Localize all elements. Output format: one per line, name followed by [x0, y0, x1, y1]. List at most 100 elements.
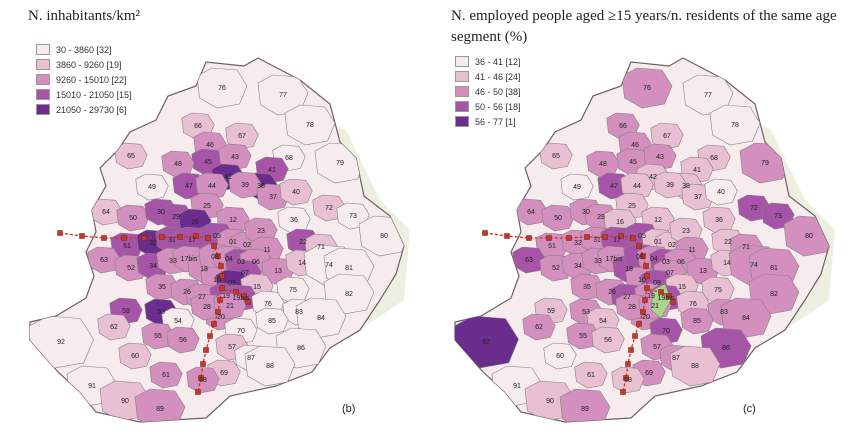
legend-swatch: [36, 44, 50, 55]
zone-label: 23: [682, 228, 690, 235]
zone-85: [680, 307, 714, 335]
zone-label: 67: [238, 133, 246, 140]
zone-label: 26: [183, 289, 191, 296]
metro-stop: [159, 234, 165, 240]
zone-65: [539, 142, 573, 170]
zone-label: 59: [547, 308, 555, 315]
zone-label: 82: [770, 291, 778, 298]
zone-label: 90: [546, 398, 554, 405]
zone-67: [650, 122, 684, 150]
zone-label: 63: [525, 257, 533, 264]
zone-label: 19: [222, 293, 230, 300]
zone-label: 34: [574, 263, 582, 270]
zone-89: [134, 388, 186, 422]
metro-stop: [241, 293, 247, 299]
zone-label: 11: [263, 247, 270, 254]
zone-label: 83: [295, 309, 303, 316]
metro-stop: [666, 293, 672, 299]
zone-label: 60: [556, 353, 564, 360]
metro-stop: [245, 299, 251, 305]
zone-76: [621, 67, 673, 109]
zone-label: 62: [110, 324, 118, 331]
zone-60: [118, 342, 152, 370]
zone-label: 76: [264, 301, 272, 308]
zone-label: 35: [583, 284, 591, 291]
legend-swatch: [36, 104, 50, 115]
zone-label: 55: [154, 333, 162, 340]
metro-stop: [504, 233, 510, 239]
zone-61: [149, 361, 183, 389]
zone-label: 78: [731, 122, 739, 129]
zone-label: 59: [122, 308, 130, 315]
metro-stop: [177, 234, 183, 240]
zone-label: 39: [241, 182, 249, 189]
legend-c: 36 - 41 [12] 41 - 46 [24] 46 - 50 [38] 5…: [455, 54, 521, 129]
zone-77: [257, 74, 309, 116]
zone-label: 66: [194, 123, 202, 130]
zone-label: 14: [298, 260, 306, 267]
zone-label: 07: [666, 270, 674, 277]
zone-label: 20: [217, 314, 225, 321]
zone-label: 26: [608, 289, 616, 296]
zone-label: 86: [722, 345, 730, 352]
zone-label: 16: [191, 219, 199, 226]
zone-label: 22: [299, 239, 307, 246]
zone-label: 10: [213, 277, 221, 284]
zone-label: 69: [645, 370, 653, 377]
zone-label: 50: [129, 215, 137, 222]
metro-stop: [658, 289, 664, 295]
zone-label: 74: [325, 262, 333, 269]
legend-swatch: [455, 56, 469, 67]
metro-stop: [566, 235, 572, 241]
metro-stop: [198, 375, 204, 381]
zone-label: 07: [241, 270, 249, 277]
zone-label: 55: [579, 333, 587, 340]
map-title-c: N. employed people aged ≥15 years/n. res…: [451, 8, 837, 45]
zone-label: 42: [224, 174, 232, 181]
zone-label: 54: [599, 318, 607, 325]
legend-item: 21050 - 29730 [6]: [36, 102, 132, 117]
metro-stop: [643, 263, 649, 269]
zone-label: 13: [699, 268, 707, 275]
zone-label: 17bis: [181, 256, 198, 263]
zone-label: 48: [174, 161, 182, 168]
zone-label: 78: [306, 122, 314, 129]
map-panel-b: 76 77 78 66 67 68 79 65 46 45 43 48 49 42 41 38 39 37 40 47…: [28, 8, 410, 423]
zone-label: 58: [199, 377, 207, 384]
zone-label: 09: [653, 280, 661, 287]
map-title-b: N. inhabitants/km²: [28, 8, 140, 24]
metro-stop: [195, 389, 201, 395]
zone-label: 25: [203, 203, 211, 210]
zone-label: 37: [269, 194, 277, 201]
zone-label: 68: [710, 155, 718, 162]
legend-item: 36 - 41 [12]: [455, 54, 521, 69]
map-panel-c: 76 77 78 66 67 68 79 65 46 45 43 48 49 42 41 38 39 37 40 47…: [425, 0, 850, 435]
zone-label: 38: [257, 183, 265, 190]
metro-stop: [642, 297, 648, 303]
legend-swatch: [455, 101, 469, 112]
zone-label: 32: [149, 240, 157, 247]
zone-36: [277, 206, 311, 234]
legend-item: 15010 - 21050 [15]: [36, 87, 132, 102]
zone-88: [669, 345, 721, 387]
metro-line-branch: [223, 289, 249, 303]
zone-85: [255, 307, 289, 335]
zone-label: 70: [237, 328, 245, 335]
zone-62: [97, 313, 131, 341]
zone-label: 01: [654, 239, 662, 246]
zone-label: 04: [650, 256, 658, 263]
zone-label: 45: [204, 159, 212, 166]
metro-stop: [233, 289, 239, 295]
metro-stop: [79, 233, 85, 239]
zone-label: 77: [704, 92, 712, 99]
zone-label: 27: [198, 294, 206, 301]
zone-label: 61: [162, 372, 170, 379]
zone-40: [704, 178, 738, 206]
zone-label: 28: [628, 304, 636, 311]
metro-stop: [628, 347, 634, 353]
zone-label: 66: [619, 123, 627, 130]
zone-label: 86: [297, 345, 305, 352]
zone-label: 65: [552, 153, 560, 160]
zone-label: 30: [157, 209, 165, 216]
zone-label: 92: [482, 339, 490, 346]
